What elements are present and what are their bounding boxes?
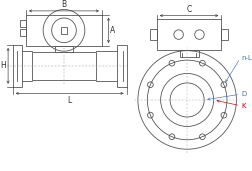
Bar [20,20,26,27]
Bar [150,29,156,40]
Bar [55,46,72,52]
Bar [20,29,26,36]
Text: B: B [61,0,66,9]
Text: H: H [1,61,6,70]
Bar [13,45,22,87]
Bar [179,50,198,57]
Bar [60,27,67,34]
Bar [26,15,102,46]
Bar [32,52,96,80]
Bar [156,19,220,50]
Bar [117,45,126,87]
Text: C: C [186,5,191,14]
Text: D: D [240,91,245,97]
Text: L: L [67,96,72,105]
Bar [220,29,227,40]
Text: n-L: n-L [240,55,251,61]
Text: A: A [110,26,115,35]
Text: K: K [240,103,245,109]
